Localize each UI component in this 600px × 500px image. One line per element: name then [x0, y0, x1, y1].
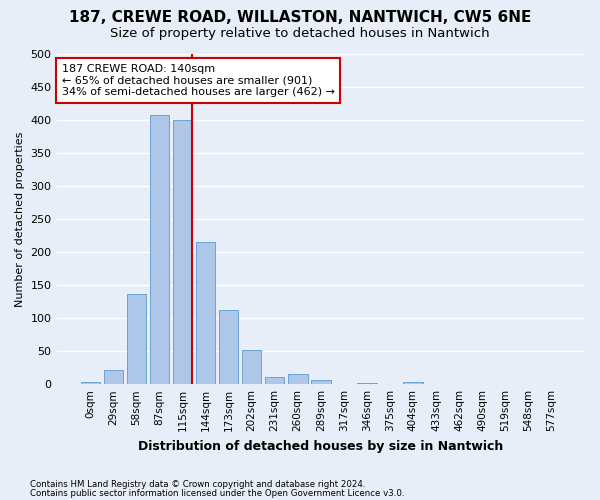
Text: Contains HM Land Registry data © Crown copyright and database right 2024.: Contains HM Land Registry data © Crown c…	[30, 480, 365, 489]
Bar	[403, 382, 423, 384]
Bar	[265, 377, 284, 384]
Y-axis label: Number of detached properties: Number of detached properties	[15, 132, 25, 307]
Bar	[242, 350, 262, 384]
Bar	[311, 380, 331, 384]
Bar	[127, 294, 146, 384]
Bar	[149, 115, 169, 384]
Bar	[357, 383, 377, 384]
Bar	[173, 120, 193, 384]
X-axis label: Distribution of detached houses by size in Nantwich: Distribution of detached houses by size …	[138, 440, 503, 452]
Text: Size of property relative to detached houses in Nantwich: Size of property relative to detached ho…	[110, 28, 490, 40]
Text: 187, CREWE ROAD, WILLASTON, NANTWICH, CW5 6NE: 187, CREWE ROAD, WILLASTON, NANTWICH, CW…	[69, 10, 531, 25]
Bar	[80, 382, 100, 384]
Bar	[219, 310, 238, 384]
Bar	[196, 242, 215, 384]
Text: 187 CREWE ROAD: 140sqm
← 65% of detached houses are smaller (901)
34% of semi-de: 187 CREWE ROAD: 140sqm ← 65% of detached…	[62, 64, 335, 97]
Bar	[104, 370, 123, 384]
Text: Contains public sector information licensed under the Open Government Licence v3: Contains public sector information licen…	[30, 488, 404, 498]
Bar	[288, 374, 308, 384]
